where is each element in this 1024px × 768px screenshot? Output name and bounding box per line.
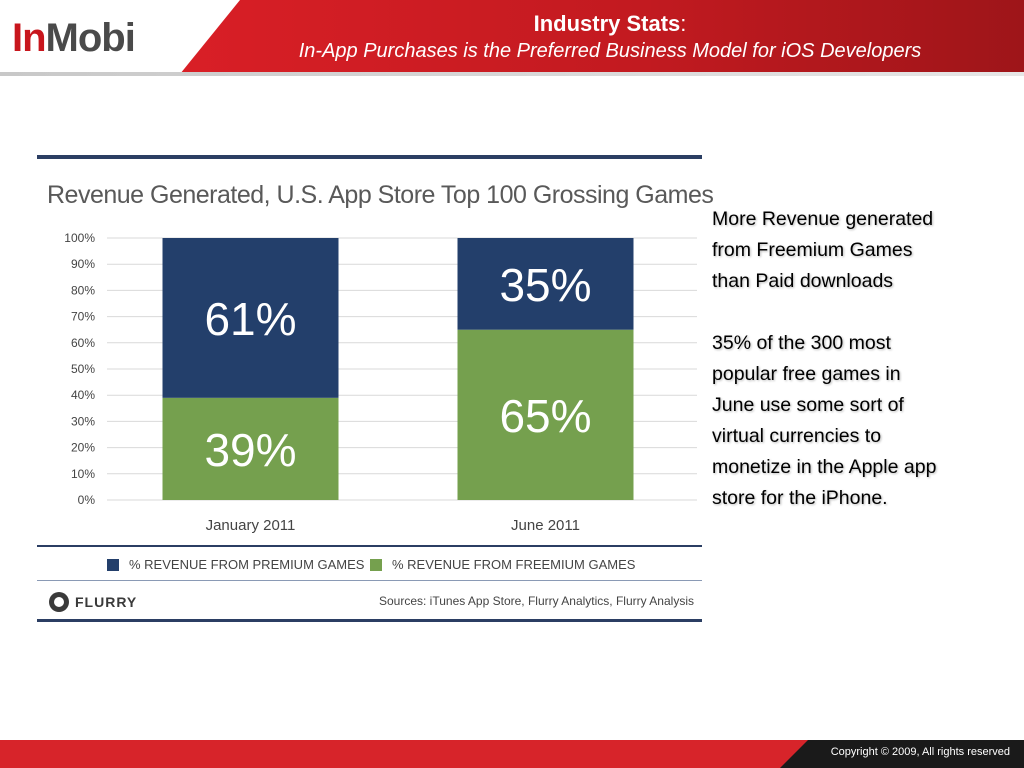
legend-label-premium: % REVENUE FROM PREMIUM GAMES [129,557,365,572]
side-para-2-line-4: virtual currencies to [712,425,882,447]
bar-freemium [162,397,339,500]
side-para-2-line-6: store for the iPhone. [712,487,888,509]
legend-swatch-premium [107,558,119,571]
legend-bottom-rule [37,580,702,581]
side-para-2-line-2: popular free games in [712,363,901,385]
bar-freemium [457,329,634,500]
footer-dark-band [780,740,1024,768]
slide-header: InMobi Industry Stats: In-App Purchases … [0,0,1024,76]
flurry-logo-text: FLURRY [75,594,138,610]
y-tick-label: 60% [71,336,95,350]
data-label: 61% [204,293,296,345]
inmobi-logo: InMobi [12,14,172,62]
slide-subtitle: In-App Purchases is the Preferred Busine… [298,40,922,62]
side-commentary: More Revenue generated from Freemium Gam… [712,204,1012,514]
side-para-1-line-3: than Paid downloads [712,270,894,292]
data-label: 65% [499,390,591,442]
chart-sources: Sources: iTunes App Store, Flurry Analyt… [378,594,694,608]
panel-top-rule [37,155,702,159]
copyright-text: Copyright © 2009, All rights reserved [830,746,1010,758]
data-label: 35% [499,259,591,311]
y-tick-label: 50% [71,362,95,376]
y-tick-label: 70% [71,310,95,324]
slide-title-text: Industry Stats [533,11,681,36]
chart-panel: Revenue Generated, U.S. App Store Top 10… [37,155,714,623]
y-tick-label: 80% [71,283,95,297]
slide-title-colon: : [680,11,687,36]
logo-mobi: Mobi [45,16,136,60]
side-para-1-line-2: from Freemium Games [712,239,913,261]
logo-in: In [12,16,47,60]
side-para-2-line-5: monetize in the Apple app [712,456,937,478]
bar-premium [457,238,634,330]
y-tick-label: 0% [78,493,96,507]
slide-title: Industry Stats: [200,10,1020,38]
y-tick-label: 20% [71,441,95,455]
paragraph-gap [712,297,1012,328]
y-tick-label: 30% [71,414,95,428]
bar-premium [162,238,339,398]
legend-swatch-freemium [370,558,382,571]
chart-title: Revenue Generated, U.S. App Store Top 10… [47,181,714,209]
chart-plot: 0% 10% 20% 30% 40% 50% 60% 70% 80% 90% 100% 39% 61% J… [64,231,697,534]
y-tick-label: 10% [71,467,95,481]
header-divider [0,72,1024,76]
legend-top-rule [37,545,702,547]
title-block: Industry Stats: In-App Purchases is the … [200,10,1020,64]
logo-wordmark: InMobi [12,16,136,61]
flurry-logo-icon [49,592,69,612]
y-tick-label: 90% [71,257,95,271]
legend-item-freemium: % REVENUE FROM FREEMIUM GAMES [370,557,635,572]
x-tick-label: January 2011 [206,517,296,534]
y-tick-label: 40% [71,388,95,402]
side-para-1-line-1: More Revenue generated [712,208,934,230]
panel-bottom-rule [37,619,702,622]
legend-item-premium: % REVENUE FROM PREMIUM GAMES [107,557,364,572]
legend-label-freemium: % REVENUE FROM FREEMIUM GAMES [392,557,636,572]
y-tick-label: 100% [64,231,95,245]
side-para-2-line-1: 35% of the 300 most [712,332,891,354]
side-para-2-line-3: June use some sort of [712,394,904,416]
chart-footer: FLURRY Sources: iTunes App Store, Flurry… [37,583,702,619]
header-red-band [180,0,1024,74]
flurry-logo: FLURRY [49,592,137,612]
data-label: 39% [204,424,296,476]
x-tick-label: June 2011 [511,517,580,534]
